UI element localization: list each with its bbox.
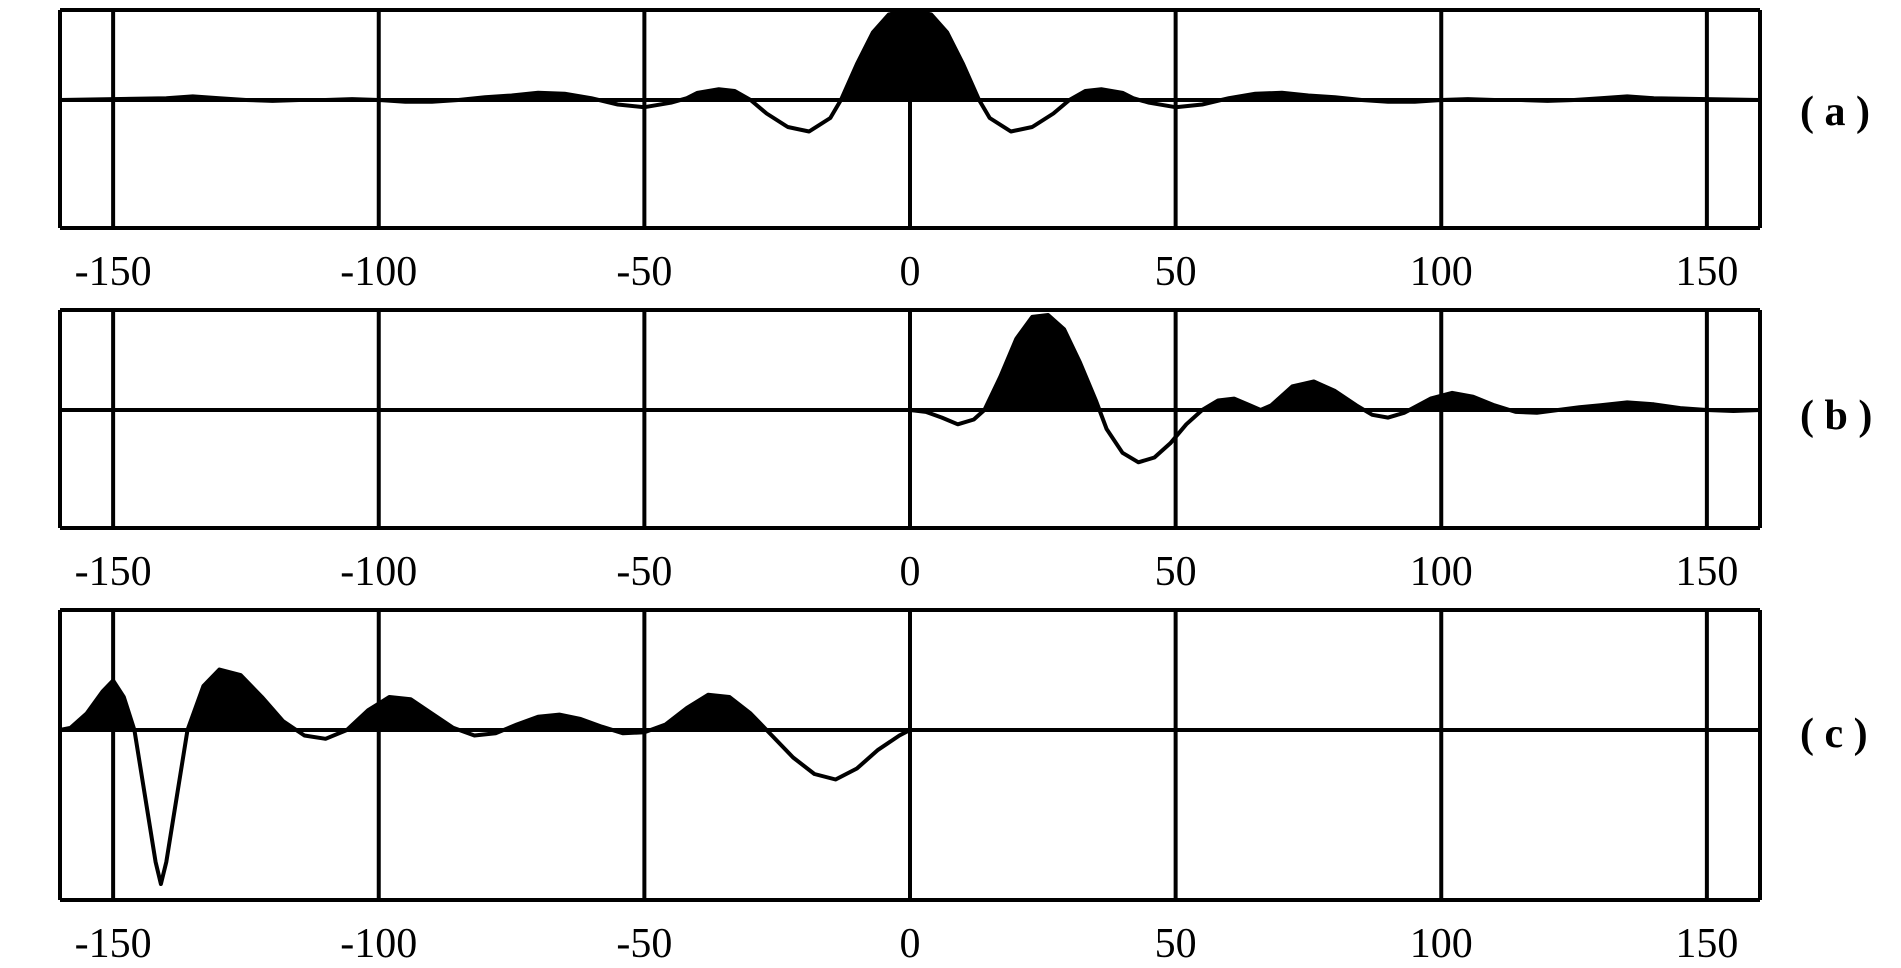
xtick-label: 50 [1116,548,1236,596]
xtick-label: 150 [1647,248,1767,296]
figure: -150-100-50050100150( a )-150-100-500501… [0,0,1901,964]
xtick-label: 150 [1647,920,1767,968]
panel-label-c: ( c ) [1800,710,1868,758]
xtick-label: -100 [319,920,439,968]
xtick-label: 0 [850,548,970,596]
panel-b: -150 -100 -50 0 50 100 150 ( b ) [0,300,1901,600]
panel-label-b: ( b ) [1800,392,1872,440]
panel-c: -150-100-50050100150( c ) [0,600,1901,964]
panel-a: -150 -100 -50 0 50 100 150 ( a ) [0,0,1901,300]
xtick-label: -100 [319,548,439,596]
xtick-label: -150 [53,920,173,968]
xtick-label: 50 [1116,920,1236,968]
xtick-label: 100 [1381,548,1501,596]
xtick-label: 100 [1381,248,1501,296]
xtick-label: 0 [850,248,970,296]
xtick-label: -150 [53,548,173,596]
xtick-label: 50 [1116,248,1236,296]
xtick-label: 0 [850,920,970,968]
xtick-label: 150 [1647,548,1767,596]
xtick-label: -100 [319,248,439,296]
xtick-label: -150 [53,248,173,296]
xtick-label: -50 [584,920,704,968]
xtick-label: 100 [1381,920,1501,968]
xtick-label: -50 [584,248,704,296]
xtick-label: -50 [584,548,704,596]
panel-label-a: ( a ) [1800,88,1870,136]
